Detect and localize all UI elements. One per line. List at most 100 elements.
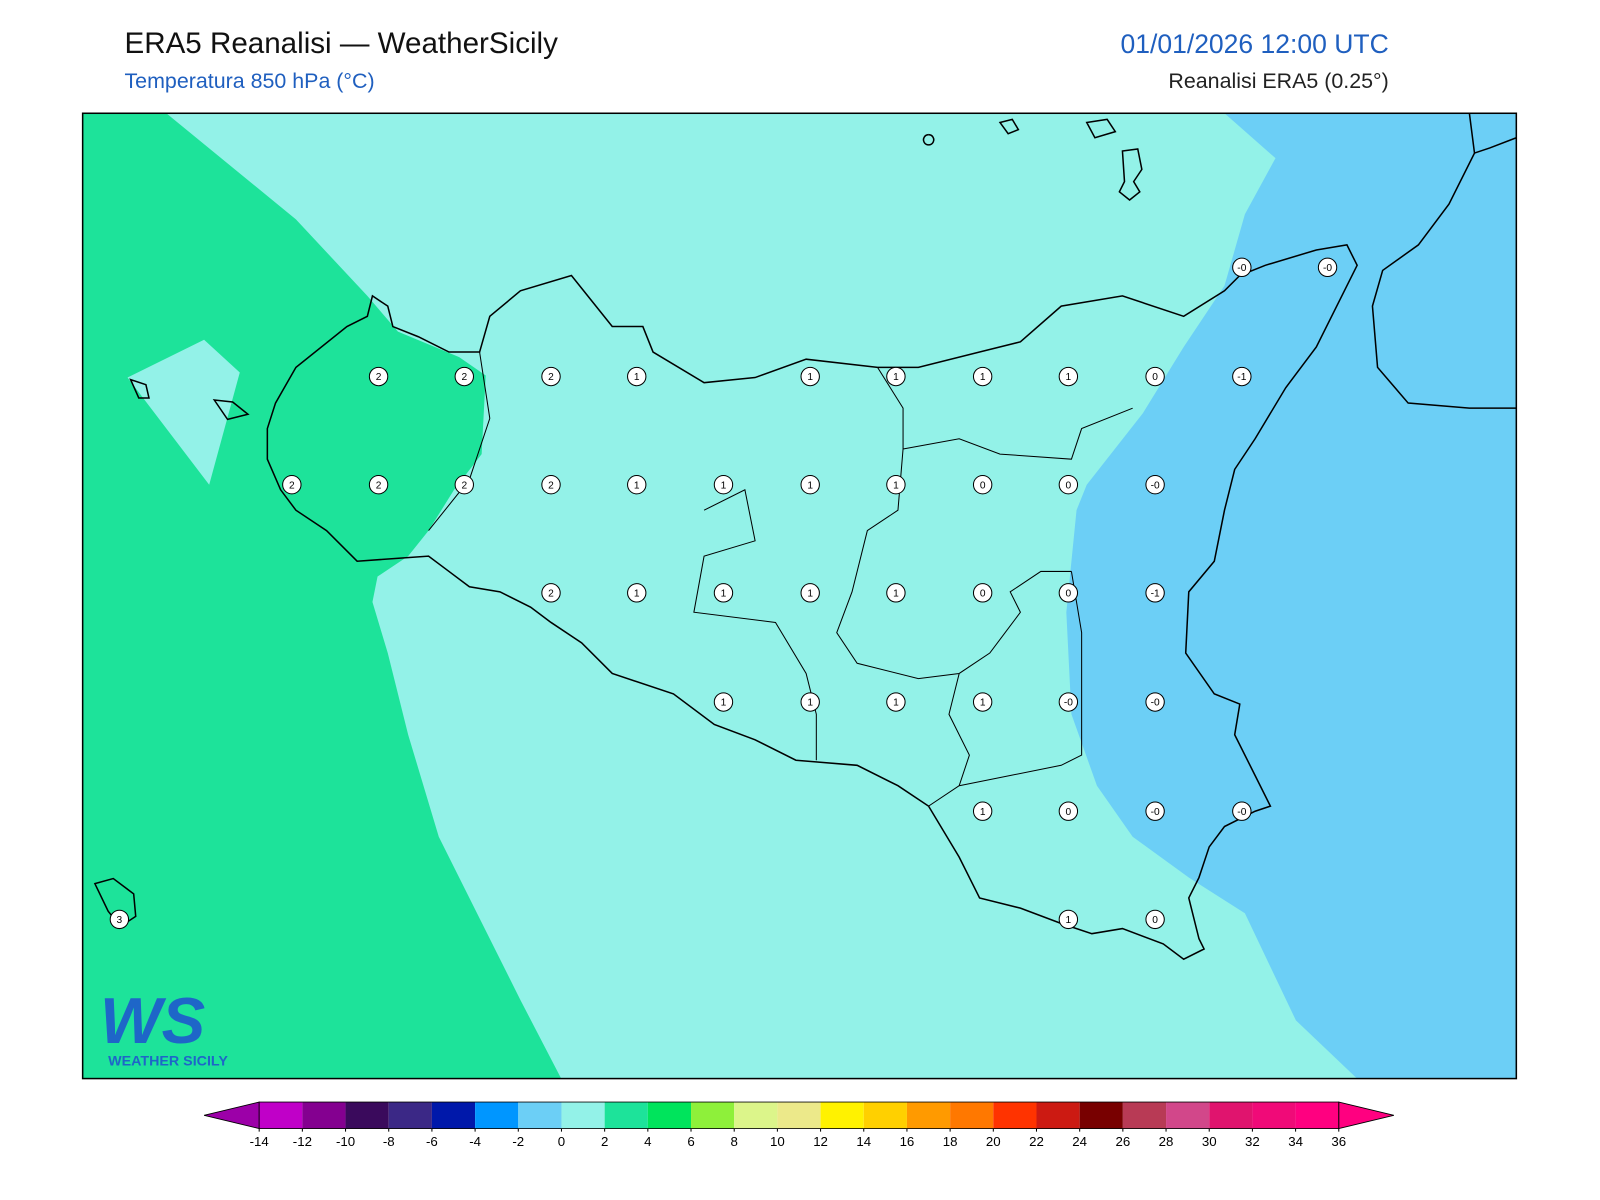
field-minus2-0 xyxy=(1066,113,1517,1079)
colorbar-segment xyxy=(1295,1102,1339,1129)
colorbar-tick-label: 10 xyxy=(770,1134,785,1149)
station-value: 1 xyxy=(1066,372,1072,383)
station-value: 0 xyxy=(980,588,986,599)
station: 1 xyxy=(800,583,820,603)
station: 2 xyxy=(541,583,561,603)
colorbar-tick-label: 22 xyxy=(1029,1134,1044,1149)
colorbar-segment xyxy=(1079,1102,1123,1129)
colorbar-segment xyxy=(820,1102,864,1129)
colorbar-tick-label: -4 xyxy=(469,1134,481,1149)
colorbar-segment xyxy=(345,1102,389,1129)
station-marker xyxy=(713,475,734,495)
station-value: -0 xyxy=(1064,698,1073,709)
station-marker xyxy=(713,583,734,603)
station-marker xyxy=(972,583,993,603)
station: -1 xyxy=(1145,583,1165,603)
stations: -0 -0 2 2 2 1 1 1 1 1 0 -1 2 2 2 2 1 1 1 1 0 0 -0 2 1 1 1 1 0 0 -1 1 1 1 1… xyxy=(109,257,1338,930)
colorbar-segment xyxy=(388,1102,432,1129)
station: 1 xyxy=(886,366,906,387)
station-marker xyxy=(886,475,906,495)
colorbar-segment xyxy=(475,1102,519,1129)
station-value: 2 xyxy=(548,480,554,491)
map-area: -0 -0 2 2 2 1 1 1 1 1 0 -1 2 2 2 2 1 1 1 1 0 0 -0 2 1 1 1 1 0 0 -1 1 1 1 1… xyxy=(81,112,1518,1080)
station: 1 xyxy=(627,583,647,603)
colorbar-tick-label: 16 xyxy=(900,1134,915,1149)
colorbar-segment xyxy=(518,1102,562,1129)
station-marker xyxy=(886,583,906,603)
station-marker xyxy=(627,366,647,387)
station: 2 xyxy=(454,475,474,495)
station-marker xyxy=(368,366,389,387)
station-value: 1 xyxy=(1066,915,1072,926)
station-marker xyxy=(454,475,474,495)
station-marker xyxy=(1058,692,1079,712)
station: 1 xyxy=(972,692,993,712)
colorbar-tick-label: -2 xyxy=(512,1134,524,1149)
station-marker xyxy=(800,583,820,603)
calabria-coast xyxy=(1474,137,1517,154)
station-marker xyxy=(972,475,993,495)
colorbar-segment xyxy=(1209,1102,1253,1129)
station: 1 xyxy=(800,692,820,712)
station-value: 1 xyxy=(893,588,899,599)
colorbar-tick-label: -8 xyxy=(383,1134,395,1149)
station-marker xyxy=(886,692,906,712)
colorbar-segment xyxy=(950,1102,994,1129)
station-marker xyxy=(1232,801,1252,821)
station-marker xyxy=(541,475,561,495)
station-marker xyxy=(1058,475,1079,495)
station-value: 1 xyxy=(807,480,813,491)
station-marker xyxy=(1317,257,1338,278)
station: 1 xyxy=(886,692,906,712)
colorbar-tick-label: 24 xyxy=(1072,1134,1087,1149)
colorbar-tick-label: 14 xyxy=(856,1134,871,1149)
station-marker xyxy=(800,475,820,495)
station-value: -1 xyxy=(1237,372,1246,383)
station-marker xyxy=(886,366,906,387)
colorbar-segment xyxy=(604,1102,648,1129)
station-marker xyxy=(541,583,561,603)
colorbar-tick-label: 0 xyxy=(558,1134,565,1149)
station-marker xyxy=(1232,366,1252,387)
station-value: 1 xyxy=(893,480,899,491)
coastlines xyxy=(93,113,1517,961)
station-value: 1 xyxy=(807,372,813,383)
station: 1 xyxy=(627,366,647,387)
colorbar-segment xyxy=(1122,1102,1167,1129)
station-marker xyxy=(1058,801,1079,821)
colorbar-tick-label: 2 xyxy=(601,1134,608,1149)
station-marker xyxy=(454,366,474,387)
colorbar-tick-label: 30 xyxy=(1202,1134,1217,1149)
station-marker xyxy=(1145,801,1165,821)
station-marker xyxy=(1232,257,1252,278)
station-marker xyxy=(800,366,820,387)
station-marker xyxy=(972,366,993,387)
station-value: 2 xyxy=(461,480,467,491)
station-value: 1 xyxy=(807,698,813,709)
colorbar-segment xyxy=(1252,1102,1296,1129)
station-marker xyxy=(541,366,561,387)
colorbar-segment xyxy=(691,1102,735,1129)
station-value: 0 xyxy=(1152,372,1158,383)
station-marker xyxy=(109,909,130,930)
colorbar-segment xyxy=(1036,1102,1080,1129)
station-value: 1 xyxy=(893,372,899,383)
station: 0 xyxy=(1145,366,1165,387)
station: 2 xyxy=(541,366,561,387)
station: -0 xyxy=(1058,692,1079,712)
station: 0 xyxy=(1058,475,1079,495)
station: -0 xyxy=(1145,475,1165,495)
colorbar-tick-label: -10 xyxy=(336,1134,355,1149)
station: -0 xyxy=(1145,692,1165,712)
colorbar-extend-high xyxy=(1338,1101,1394,1130)
station: 1 xyxy=(972,801,993,821)
station: -0 xyxy=(1145,801,1165,821)
colorbar-segment xyxy=(431,1102,476,1129)
island xyxy=(93,118,1143,928)
station-value: -0 xyxy=(1151,698,1160,709)
station-value: 1 xyxy=(721,480,727,491)
province-border xyxy=(428,351,1133,807)
station-value: -0 xyxy=(1237,263,1246,274)
station-value: 0 xyxy=(1066,480,1072,491)
